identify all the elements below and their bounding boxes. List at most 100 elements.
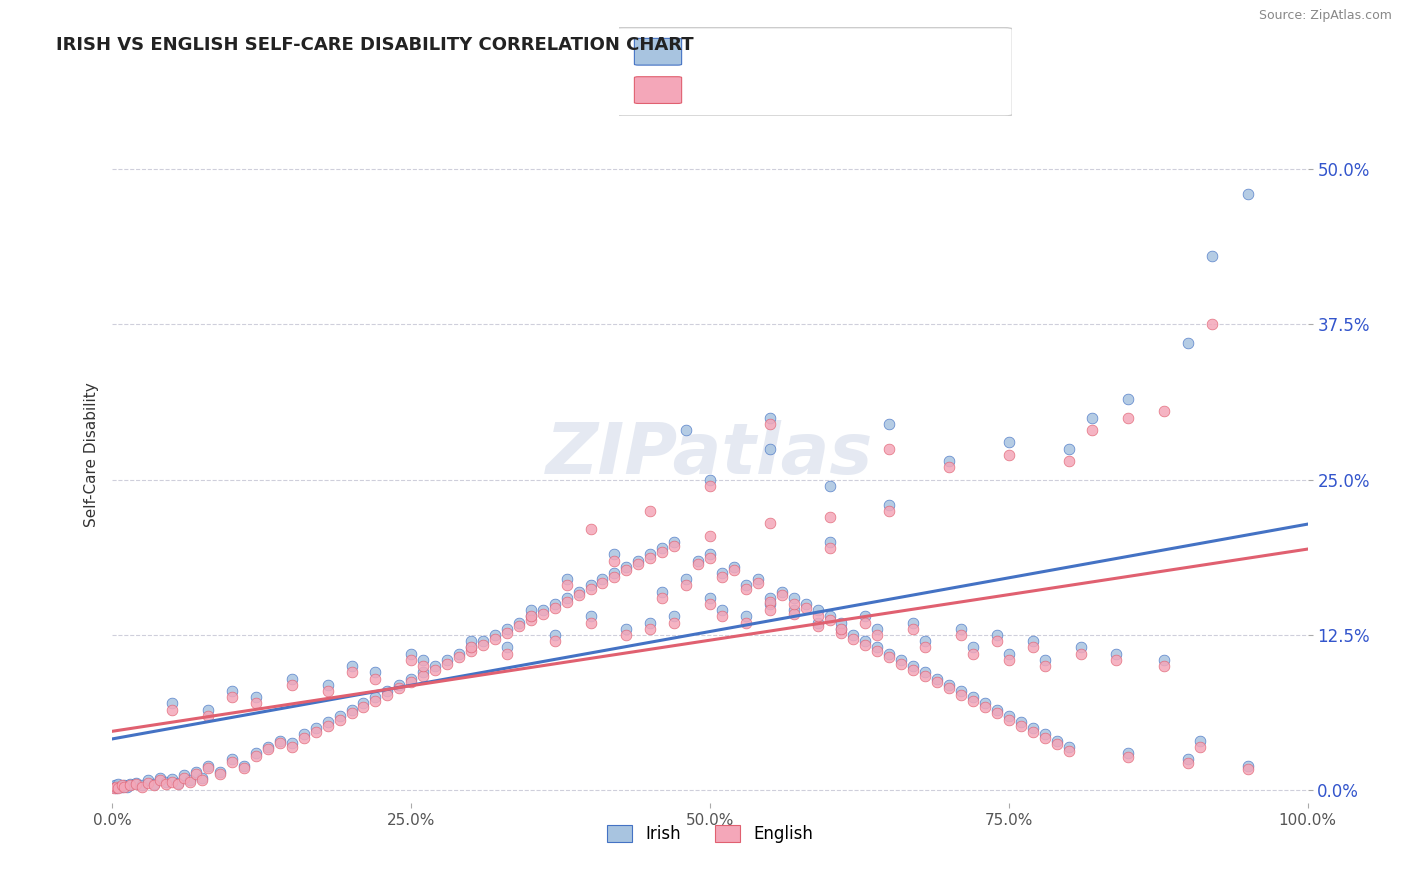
Point bbox=[794, 600, 817, 615]
Point bbox=[794, 597, 817, 611]
Point bbox=[162, 697, 183, 711]
Point bbox=[167, 777, 190, 791]
Point bbox=[735, 582, 758, 596]
Point bbox=[914, 634, 936, 648]
Point bbox=[579, 523, 602, 537]
Point bbox=[340, 659, 363, 673]
Point bbox=[496, 625, 519, 640]
Point bbox=[269, 736, 291, 750]
Point bbox=[950, 628, 973, 642]
Point bbox=[675, 423, 697, 437]
Point bbox=[281, 739, 304, 754]
Point bbox=[412, 669, 434, 683]
Point bbox=[107, 777, 129, 791]
Point bbox=[759, 516, 782, 531]
Point bbox=[1201, 318, 1223, 332]
Point bbox=[401, 672, 423, 686]
Point bbox=[866, 640, 889, 655]
Point bbox=[305, 721, 328, 735]
FancyBboxPatch shape bbox=[634, 77, 682, 103]
Point bbox=[592, 572, 614, 586]
Point bbox=[651, 584, 673, 599]
Point bbox=[162, 772, 183, 787]
Point bbox=[759, 594, 782, 608]
Point bbox=[221, 684, 243, 698]
Point bbox=[508, 619, 530, 633]
Point bbox=[496, 640, 519, 655]
Point bbox=[603, 566, 626, 580]
Point bbox=[197, 708, 219, 723]
Point bbox=[914, 669, 936, 683]
Point bbox=[688, 558, 710, 572]
Text: 144: 144 bbox=[918, 42, 959, 62]
FancyBboxPatch shape bbox=[634, 38, 682, 65]
Point bbox=[640, 551, 662, 566]
Point bbox=[281, 678, 304, 692]
Point bbox=[927, 675, 949, 690]
Point bbox=[149, 771, 172, 785]
Point bbox=[364, 672, 387, 686]
Point bbox=[962, 694, 984, 708]
Point bbox=[114, 778, 135, 793]
Point bbox=[233, 758, 256, 772]
Point bbox=[1237, 187, 1260, 202]
Point bbox=[496, 647, 519, 661]
Point bbox=[1177, 336, 1199, 351]
Point bbox=[1022, 634, 1045, 648]
Point bbox=[120, 777, 142, 791]
Point bbox=[155, 777, 177, 791]
Point bbox=[460, 640, 482, 655]
Point bbox=[1010, 714, 1032, 729]
Point bbox=[388, 681, 411, 696]
Point bbox=[316, 714, 339, 729]
Point bbox=[699, 597, 721, 611]
Y-axis label: Self-Care Disability: Self-Care Disability bbox=[83, 383, 98, 527]
Point bbox=[340, 706, 363, 721]
Point bbox=[143, 778, 166, 793]
Point bbox=[831, 622, 853, 636]
Text: N =: N = bbox=[866, 43, 898, 61]
Point bbox=[520, 609, 543, 624]
Point bbox=[664, 539, 686, 553]
Point bbox=[1081, 410, 1104, 425]
Point bbox=[364, 690, 387, 705]
Point bbox=[747, 575, 769, 590]
Point bbox=[125, 776, 148, 790]
Legend: Irish, English: Irish, English bbox=[600, 819, 820, 850]
Point bbox=[412, 659, 434, 673]
Point bbox=[111, 780, 134, 794]
Point bbox=[186, 764, 208, 779]
Point bbox=[484, 632, 506, 646]
Text: 150: 150 bbox=[918, 80, 959, 100]
Point bbox=[699, 479, 721, 493]
Point bbox=[292, 727, 315, 741]
Point bbox=[269, 733, 291, 747]
Point bbox=[316, 684, 339, 698]
Point bbox=[257, 742, 280, 756]
Point bbox=[831, 625, 853, 640]
Point bbox=[1033, 659, 1056, 673]
Point bbox=[162, 774, 183, 789]
Point bbox=[197, 703, 219, 717]
Point bbox=[818, 541, 841, 555]
Point bbox=[938, 678, 960, 692]
Point bbox=[855, 615, 877, 630]
Point bbox=[103, 780, 125, 794]
Point bbox=[903, 659, 925, 673]
Point bbox=[155, 774, 177, 789]
Point bbox=[179, 773, 201, 788]
Point bbox=[1237, 762, 1260, 776]
Point bbox=[508, 615, 530, 630]
Point bbox=[1033, 727, 1056, 741]
Point bbox=[1057, 454, 1080, 468]
Point bbox=[186, 767, 208, 781]
Point bbox=[436, 657, 458, 671]
Point bbox=[950, 622, 973, 636]
Point bbox=[699, 529, 721, 543]
Point bbox=[1153, 404, 1175, 418]
Point bbox=[807, 619, 830, 633]
Point bbox=[531, 607, 554, 621]
Point bbox=[998, 647, 1021, 661]
Point bbox=[460, 640, 482, 655]
Point bbox=[543, 628, 565, 642]
